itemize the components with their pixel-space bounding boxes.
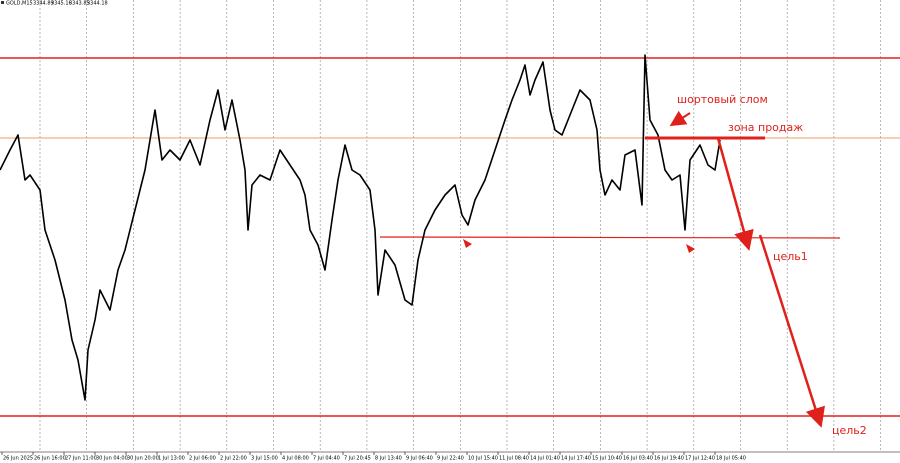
x-tick-label: 14 Jul 01:40 — [530, 456, 560, 462]
x-tick-label: 9 Jul 22:40 — [437, 456, 464, 462]
x-tick-label: 9 Jul 06:40 — [406, 456, 433, 462]
x-tick-label: 11 Jul 08:40 — [499, 456, 529, 462]
x-tick-label: 7 Jul 04:40 — [313, 456, 340, 462]
x-tick-label: 16 Jul 19:40 — [654, 456, 684, 462]
x-tick-label: 17 Jul 12:40 — [685, 456, 715, 462]
x-axis: 26 Jun 2025 26 Jun 16:00 27 Jun 11:00 30 Ju… — [0, 451, 900, 462]
x-tick-label: 10 Jul 15:40 — [468, 456, 498, 462]
x-tick-label: 30 Jun 04:00 — [96, 456, 128, 462]
x-tick-label: 14 Jul 17:40 — [561, 456, 591, 462]
symbol: GOLD,M15 — [6, 1, 33, 7]
x-tick-label: 26 Jun 2025 — [3, 456, 33, 462]
x-tick-label: 7 Jul 20:45 — [344, 456, 371, 462]
x-tick-label: 26 Jun 16:00 — [34, 456, 66, 462]
ohlc-value: 3344.18 — [87, 1, 108, 7]
header-icon — [1, 1, 4, 4]
x-tick-label: 2 Jul 22:00 — [220, 456, 247, 462]
target-level — [379, 236, 841, 239]
ohlc-value: 3345.16 — [51, 1, 72, 7]
header: GOLD,M15 — [1, 1, 33, 7]
x-tick-label: 3 Jul 15:00 — [251, 456, 278, 462]
grid — [39, 0, 881, 452]
annotation: шортовый слом — [677, 93, 768, 106]
x-tick-label: 2 Jul 06:00 — [189, 456, 216, 462]
x-tick-label: 1 Jul 13:00 — [158, 456, 185, 462]
marker — [463, 239, 472, 248]
arrow-short-break — [669, 110, 691, 127]
annotation: зона продаж — [728, 121, 803, 134]
x-tick-label: 15 Jul 10:40 — [592, 456, 622, 462]
annotation: цель2 — [832, 424, 867, 437]
annotation: цель1 — [773, 250, 808, 263]
x-tick-label: 4 Jul 08:00 — [282, 456, 309, 462]
x-tick-label: 27 Jun 11:00 — [65, 456, 97, 462]
x-tick-label: 16 Jul 03:40 — [623, 456, 653, 462]
x-tick-label: 18 Jul 05:40 — [716, 456, 746, 462]
price-trace — [0, 54, 721, 401]
x-tick-label: 8 Jul 13:40 — [375, 456, 402, 462]
ohlc-value: 3344.89 — [33, 1, 54, 7]
marker — [686, 244, 695, 253]
x-tick-label: 30 Jun 20:00 — [127, 456, 159, 462]
arrow-target1 — [716, 137, 754, 251]
arrow-target2 — [758, 234, 825, 428]
ohlc-value: 3343.85 — [69, 1, 90, 7]
